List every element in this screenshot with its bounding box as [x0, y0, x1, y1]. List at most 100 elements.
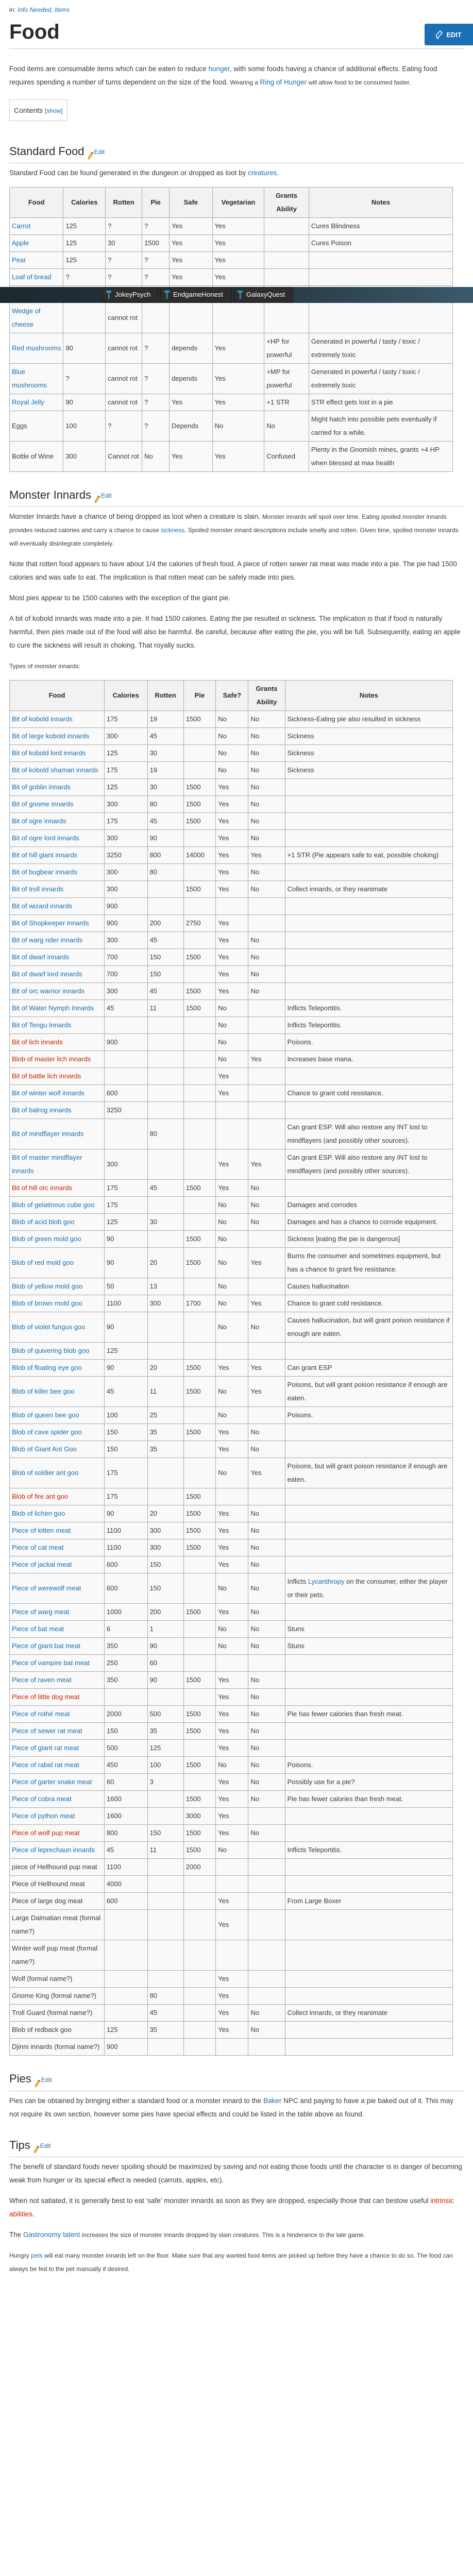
food-name: Bottle of Wine: [12, 452, 54, 461]
toolbar-user-button[interactable]: GalaxyQuest: [233, 286, 293, 302]
food-link[interactable]: Piece of rothé meat: [12, 1710, 70, 1718]
food-link[interactable]: Blob of soldier ant goo: [12, 1469, 79, 1477]
food-link[interactable]: Wedge of cheese: [12, 307, 41, 329]
food-link[interactable]: Blob of violet fungus goo: [12, 1323, 86, 1331]
food-link[interactable]: Bit of kobold innards: [12, 715, 73, 723]
food-link[interactable]: Blob of green mold goo: [12, 1235, 81, 1243]
section-edit-link[interactable]: Edit: [94, 488, 112, 503]
food-link[interactable]: Bit of large kobold innards: [12, 732, 90, 740]
food-link[interactable]: Bit of orc warrior innards: [12, 987, 85, 995]
table-cell: Poisons.: [284, 1033, 453, 1052]
food-link[interactable]: Bit of Water Nymph Innards: [12, 1004, 94, 1012]
food-link[interactable]: Carrot: [12, 222, 31, 230]
food-link[interactable]: Piece of werewolf meat: [12, 1584, 81, 1592]
food-link[interactable]: Blob of floating eye goo: [12, 1364, 82, 1372]
category-link[interactable]: Items: [55, 6, 70, 13]
food-link[interactable]: Bit of Tengu Innards: [12, 1021, 72, 1029]
food-link[interactable]: Piece of vampire bat meat: [12, 1659, 90, 1667]
food-link[interactable]: Blob of master lich innards: [12, 1055, 91, 1063]
food-link[interactable]: Bit of troll innards: [12, 885, 64, 893]
food-link[interactable]: Blob of fire ant goo: [12, 1493, 69, 1501]
edit-button[interactable]: EDIT: [425, 24, 473, 45]
food-link[interactable]: Piece of wolf pup meat: [12, 1829, 80, 1837]
food-link[interactable]: Piece of bat meat: [12, 1625, 64, 1633]
inline-link[interactable]: creatures: [248, 169, 277, 177]
food-link[interactable]: Blob of cave spider goo: [12, 1428, 82, 1436]
food-link[interactable]: Red mushrooms: [12, 344, 61, 352]
food-link[interactable]: Piece of giant rat meat: [12, 1744, 79, 1752]
food-link[interactable]: Loaf of bread: [12, 273, 52, 281]
food-link[interactable]: Piece of raven meat: [12, 1676, 72, 1684]
food-link[interactable]: Piece of kitten meat: [12, 1527, 71, 1535]
food-link[interactable]: Bit of goblin innards: [12, 783, 71, 791]
toc-show-toggle[interactable]: [show]: [44, 107, 63, 114]
food-link[interactable]: Blob of lichen goo: [12, 1510, 65, 1518]
inline-link[interactable]: Lycanthropy: [308, 1578, 345, 1586]
food-link[interactable]: Piece of cat meat: [12, 1544, 64, 1552]
food-link[interactable]: Bit of master mindflayer innards: [12, 1154, 82, 1175]
food-link[interactable]: Piece of jackal meat: [12, 1561, 72, 1569]
table-cell: No: [215, 1312, 249, 1343]
food-link[interactable]: Bit of hill giant innards: [12, 851, 78, 859]
inline-link[interactable]: intrinsic abilities: [9, 2196, 454, 2218]
food-link[interactable]: Piece of warg meat: [12, 1608, 70, 1616]
food-link[interactable]: Blob of brown mold goo: [12, 1299, 82, 1308]
food-link[interactable]: Piece of little dog meat: [12, 1693, 80, 1701]
food-link[interactable]: Piece of rabid rat meat: [12, 1761, 79, 1769]
food-link[interactable]: Bit of balrog innards: [12, 1106, 72, 1114]
food-link[interactable]: Bit of lich innards: [12, 1038, 63, 1046]
food-link[interactable]: Bit of bugbear innards: [12, 868, 78, 876]
food-link[interactable]: Piece of sewer rat meat: [12, 1727, 82, 1735]
food-link[interactable]: Blob of yellow mold goo: [12, 1282, 83, 1291]
food-link[interactable]: Bit of kobold lord innards: [12, 749, 86, 757]
food-link[interactable]: Bit of warg rider innards: [12, 936, 83, 944]
toolbar-user-button[interactable]: EndgameHonest: [160, 286, 232, 302]
inline-link[interactable]: pets: [31, 2251, 43, 2259]
inline-link[interactable]: Gastronomy talent: [23, 2230, 80, 2239]
food-link[interactable]: Blob of queen bee goo: [12, 1411, 79, 1419]
food-link[interactable]: Bit of gnome innards: [12, 800, 74, 808]
food-link[interactable]: Bit of ogre lord innards: [12, 834, 79, 842]
food-link[interactable]: Bit of hill orc innards: [12, 1184, 73, 1192]
food-link[interactable]: Apple: [12, 239, 29, 247]
food-link[interactable]: Blob of quivering blob goo: [12, 1347, 90, 1355]
food-link[interactable]: Piece of cobra meat: [12, 1795, 72, 1803]
food-link[interactable]: Bit of ogre innards: [12, 817, 66, 825]
toolbar-user-button[interactable]: JokeyPsych: [102, 286, 158, 302]
food-link[interactable]: Blue mushrooms: [12, 368, 47, 389]
food-link[interactable]: Bit of dwarf innards: [12, 953, 70, 961]
table-cell: [248, 1654, 285, 1672]
table-row: Bit of dwarf lord innards 700 150 Yes No: [9, 965, 453, 984]
food-link[interactable]: Piece of leprechaun innards: [12, 1846, 95, 1854]
monster-innards-paragraph: Most pies appear to be 1500 calories wit…: [9, 591, 464, 605]
inline-link[interactable]: sickness: [161, 527, 185, 534]
food-link[interactable]: Blob of red mold goo: [12, 1259, 74, 1267]
table-cell: 1500: [183, 1603, 216, 1621]
food-link[interactable]: Bit of winter wolf innards: [12, 1089, 85, 1097]
section-edit-link[interactable]: Edit: [88, 144, 105, 160]
food-link[interactable]: Royal Jelly: [12, 398, 44, 406]
food-link[interactable]: Bit of mindflayer innards: [12, 1130, 84, 1138]
section-edit-link[interactable]: Edit: [35, 2072, 52, 2088]
table-cell: [147, 897, 184, 916]
food-link[interactable]: Piece of giant bat meat: [12, 1642, 80, 1650]
table-cell: 450: [104, 1756, 148, 1774]
food-link[interactable]: Blob of acid blob goo: [12, 1218, 75, 1226]
food-link[interactable]: Bit of battle lich innards: [12, 1072, 81, 1080]
food-link[interactable]: Bit of Shopkeeper innards: [12, 919, 89, 927]
food-link[interactable]: Bit of wizard innards: [12, 902, 73, 910]
inline-link[interactable]: Ring of Hunger: [260, 78, 307, 86]
food-link[interactable]: Bit of dwarf lord innards: [12, 970, 82, 978]
section-edit-link[interactable]: Edit: [33, 2138, 50, 2154]
food-link[interactable]: Blob of killer bee goo: [12, 1387, 75, 1396]
food-link[interactable]: Pear: [12, 256, 26, 264]
food-link[interactable]: Blob of Giant Ant Goo: [12, 1445, 77, 1453]
food-link[interactable]: Bit of kobold shaman innards: [12, 766, 98, 774]
category-link[interactable]: Info Needed,: [18, 6, 53, 13]
inline-link[interactable]: Baker: [263, 2096, 282, 2105]
inline-link[interactable]: hunger: [208, 65, 230, 73]
table-cell: Inflicts Teleportitis.: [284, 1841, 453, 1859]
food-link[interactable]: Piece of garter snake meat: [12, 1778, 92, 1786]
food-link[interactable]: Blob of gelatinous cube goo: [12, 1201, 95, 1209]
food-link[interactable]: Piece of python meat: [12, 1812, 75, 1820]
